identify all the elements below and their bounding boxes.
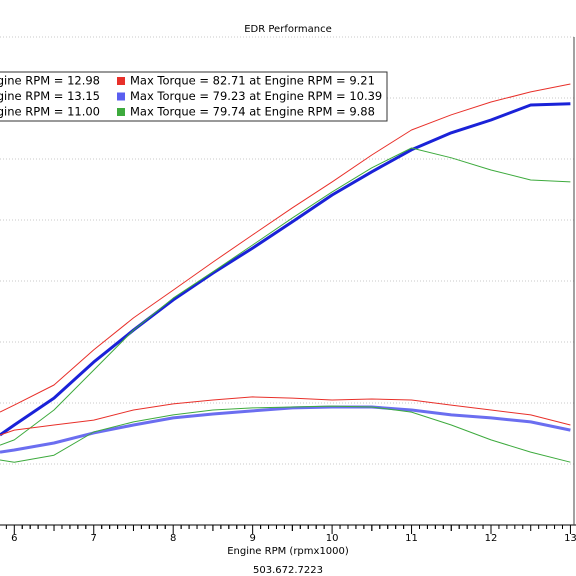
series-line [0, 147, 571, 446]
series-line [0, 102, 571, 437]
chart-title: EDR Performance [244, 24, 332, 35]
x-tick-label: 13 [564, 533, 576, 544]
legend-text: Max Torque = 79.74 at Engine RPM = 9.88 [130, 105, 375, 119]
legend-text: Engine RPM = 13.15 [0, 89, 100, 103]
series-line [0, 405, 571, 463]
legend-text: Engine RPM = 12.98 [0, 74, 100, 88]
footer: 503.672.7223 [253, 565, 323, 576]
series-line [0, 405, 571, 454]
legend-text: Max Torque = 79.23 at Engine RPM = 10.39 [130, 89, 382, 103]
legend-swatch [117, 108, 125, 116]
x-tick-label: 12 [485, 533, 498, 544]
series-line [0, 83, 571, 413]
legend-swatch [117, 77, 125, 85]
legend-text: Engine RPM = 11.00 [0, 105, 100, 119]
x-tick-label: 9 [249, 533, 255, 544]
series-line [0, 396, 571, 436]
legend: Engine RPM = 12.98 Max Torque = 82.71 at … [0, 71, 388, 122]
x-tick-label: 7 [91, 533, 97, 544]
legend-swatch [117, 92, 125, 101]
x-tick-label: 6 [11, 533, 17, 544]
x-tick-label: 8 [170, 533, 176, 544]
x-tick-label: 11 [405, 533, 418, 544]
x-tick-label: 10 [326, 533, 339, 544]
legend-text: Max Torque = 82.71 at Engine RPM = 9.21 [130, 74, 375, 88]
x-axis-label: Engine RPM (rpmx1000) [227, 546, 349, 557]
legend-box [0, 71, 388, 122]
